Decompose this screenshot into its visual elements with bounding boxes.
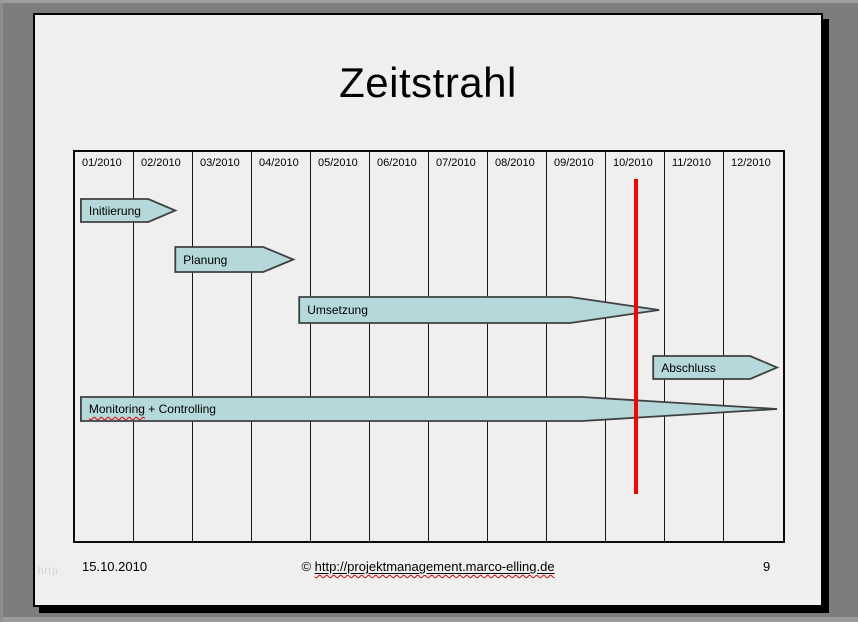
- month-header-label: 06/2010: [377, 157, 417, 169]
- phase-arrow: [174, 246, 296, 273]
- footer-copyright: © http://projektmanagement.marco-elling.…: [35, 559, 821, 574]
- month-header-label: 08/2010: [495, 157, 535, 169]
- misspelled-word: Monitoring: [88, 402, 145, 416]
- footer-date: 15.10.2010: [82, 559, 148, 574]
- slide-footer: 15.10.2010 © http://projektmanagement.ma…: [35, 559, 821, 579]
- month-column: 10/2010: [606, 152, 665, 541]
- month-header-label: 05/2010: [318, 157, 358, 169]
- month-column: 11/2010: [665, 152, 724, 541]
- month-column: 07/2010: [429, 152, 488, 541]
- month-header-label: 07/2010: [436, 157, 476, 169]
- month-column: 12/2010: [724, 152, 782, 541]
- current-date-line: [633, 179, 638, 494]
- slide: Zeitstrahl 01/2010 02/2010 03/2010 04/2010 0…: [33, 13, 823, 607]
- copyright-symbol: ©: [301, 559, 312, 574]
- footer-link[interactable]: http://projektmanagement.marco-elling.de: [314, 559, 555, 574]
- month-header-label: 03/2010: [200, 157, 240, 169]
- month-header-label: 11/2010: [672, 157, 711, 169]
- timeline-chart: 01/2010 02/2010 03/2010 04/2010 05/2010 06/20…: [73, 150, 785, 543]
- month-column: 08/2010: [488, 152, 547, 541]
- phase-arrow: [298, 296, 660, 324]
- phase-label: Abschluss: [661, 360, 716, 375]
- month-header-label: 04/2010: [259, 157, 299, 169]
- page-number: 9: [763, 559, 771, 574]
- footer-link-underline: http://projektmanagement.marco-elling.de: [315, 559, 555, 574]
- month-column: 04/2010: [252, 152, 311, 541]
- month-column: 06/2010: [370, 152, 429, 541]
- phase-label: Monitoring + Controlling: [88, 402, 216, 416]
- month-header-label: 12/2010: [731, 157, 771, 169]
- month-column: 01/2010: [75, 152, 134, 541]
- watermark-text: http: [38, 566, 59, 577]
- month-header-label: 01/2010: [82, 157, 122, 169]
- phase-arrow: [80, 198, 178, 223]
- phase-label: Planung: [183, 252, 228, 267]
- month-header-label: 10/2010: [613, 157, 653, 169]
- month-column: 05/2010: [311, 152, 370, 541]
- month-column: 03/2010: [193, 152, 252, 541]
- phase-label: Umsetzung: [307, 303, 368, 317]
- phase-arrows: [80, 198, 780, 422]
- month-column: 02/2010: [134, 152, 193, 541]
- month-header-label: 02/2010: [141, 157, 181, 169]
- slide-title: Zeitstrahl: [339, 59, 517, 106]
- month-column: 09/2010: [547, 152, 606, 541]
- month-header-label: 09/2010: [554, 157, 594, 169]
- phase-arrow: [80, 396, 778, 422]
- phase-arrow: [652, 355, 780, 380]
- phase-label: Initiierung: [88, 203, 141, 218]
